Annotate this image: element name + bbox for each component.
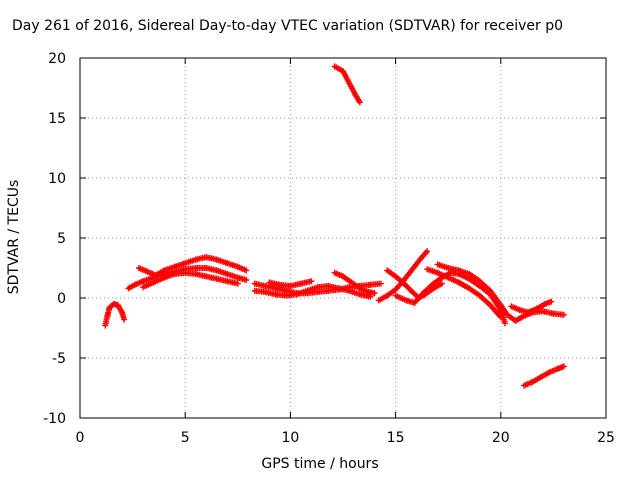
x-tick-label: 10 <box>281 430 299 446</box>
data-point <box>502 320 509 327</box>
y-tick-label: 15 <box>48 111 66 127</box>
x-axis-label: GPS time / hours <box>261 456 379 472</box>
x-tick-label: 20 <box>492 430 510 446</box>
y-tick-label: -10 <box>43 411 66 427</box>
x-tick-label: 15 <box>387 430 405 446</box>
data-point <box>243 267 250 274</box>
data-point <box>308 278 315 285</box>
y-tick-label: -5 <box>52 351 66 367</box>
data-point <box>377 280 384 287</box>
data-point <box>497 314 504 321</box>
data-point <box>560 363 567 370</box>
y-axis-label: SDTVAR / TECUs <box>6 179 22 295</box>
data-point <box>548 298 555 305</box>
y-tick-label: 0 <box>57 291 66 307</box>
chart-title: Day 261 of 2016, Sidereal Day-to-day VTE… <box>12 18 564 34</box>
data-point <box>371 290 378 297</box>
plot-border <box>79 57 607 419</box>
data-point <box>121 316 128 323</box>
data-point <box>243 277 250 283</box>
y-tick-label: 20 <box>48 51 66 67</box>
data-point <box>560 311 567 318</box>
data-point <box>424 248 431 255</box>
data-point <box>234 280 241 287</box>
y-tick-label: 10 <box>48 171 66 187</box>
x-tick-label: 25 <box>597 430 615 446</box>
data-point <box>438 280 445 287</box>
data-point <box>356 99 363 106</box>
y-tick-label: 5 <box>57 231 66 247</box>
x-tick-label: 5 <box>181 430 190 446</box>
x-tick-label: 0 <box>76 430 85 446</box>
